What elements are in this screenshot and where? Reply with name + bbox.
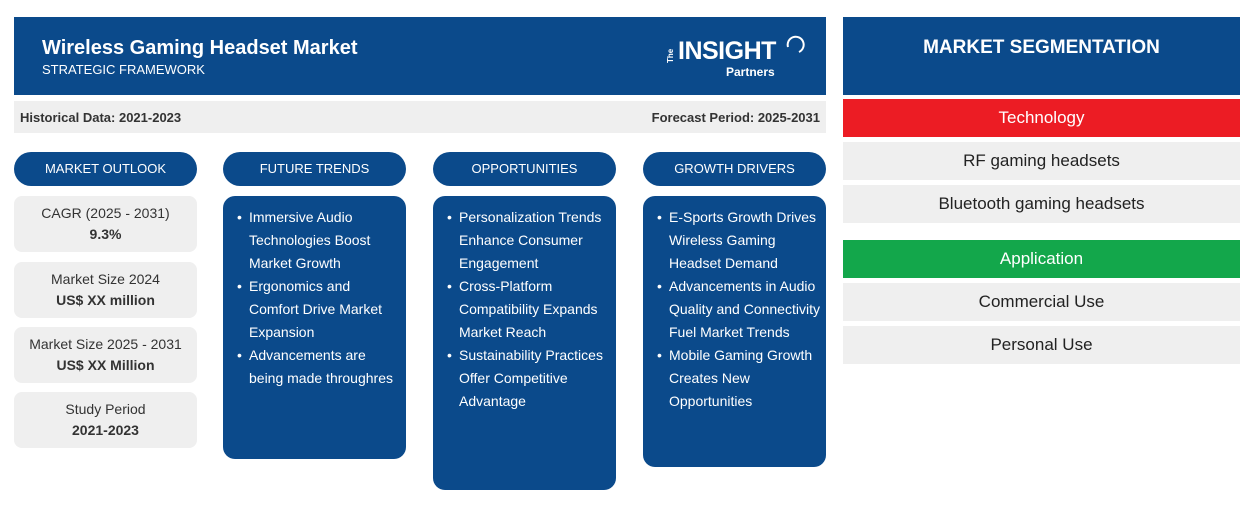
list-item: Personalization Trends Enhance Consumer … — [443, 206, 610, 275]
list-item: Cross-Platform Compatibility Expands Mar… — [443, 275, 610, 344]
stat-label: CAGR (2025 - 2031) — [41, 205, 170, 221]
logo-the-text: The — [666, 48, 675, 63]
market-segmentation-header: MARKET SEGMENTATION — [843, 17, 1240, 95]
list-item: E-Sports Growth Drives Wireless Gaming H… — [653, 206, 820, 275]
list-item: Advancements in Audio Quality and Connec… — [653, 275, 820, 344]
report-title: Wireless Gaming Headset Market — [42, 37, 358, 59]
list-item: Mobile Gaming Growth Creates New Opportu… — [653, 344, 820, 413]
list-item: Advancements are being made throughres — [233, 344, 400, 390]
segment-item-commercial-use: Commercial Use — [843, 283, 1240, 321]
logo-swoosh-icon — [786, 35, 805, 53]
market-size-forecast-stat: Market Size 2025 - 2031 US$ XX Million — [14, 327, 197, 383]
report-subtitle: STRATEGIC FRAMEWORK — [42, 62, 205, 77]
segment-category-application: Application — [843, 240, 1240, 278]
stat-label: Market Size 2025 - 2031 — [29, 336, 182, 352]
stat-value: 9.3% — [89, 226, 122, 242]
logo-partners-text: Partners — [726, 65, 775, 79]
list-item: Ergonomics and Comfort Drive Market Expa… — [233, 275, 400, 344]
logo-insight-text: INSIGHT — [678, 37, 776, 65]
growth-drivers-header: GROWTH DRIVERS — [643, 152, 826, 186]
stat-label: Study Period — [65, 401, 146, 417]
stat-value: US$ XX Million — [56, 357, 155, 373]
report-header: Wireless Gaming Headset Market STRATEGIC… — [14, 17, 826, 95]
study-period-stat: Study Period 2021-2023 — [14, 392, 197, 448]
stat-value: US$ XX million — [56, 292, 155, 308]
list-item: Sustainability Practices Offer Competiti… — [443, 344, 610, 413]
future-trends-header: FUTURE TRENDS — [223, 152, 406, 186]
opportunities-header: OPPORTUNITIES — [433, 152, 616, 186]
stat-label: Market Size 2024 — [51, 271, 160, 287]
segment-item-bluetooth-headsets: Bluetooth gaming headsets — [843, 185, 1240, 223]
opportunities-card: Personalization Trends Enhance Consumer … — [433, 196, 616, 490]
growth-drivers-card: E-Sports Growth Drives Wireless Gaming H… — [643, 196, 826, 467]
forecast-period-label: Forecast Period: 2025-2031 — [651, 110, 820, 125]
future-trends-card: Immersive Audio Technologies Boost Marke… — [223, 196, 406, 459]
cagr-stat: CAGR (2025 - 2031) 9.3% — [14, 196, 197, 252]
historical-data-label: Historical Data: 2021-2023 — [20, 110, 182, 125]
period-bar: Historical Data: 2021-2023 Forecast Peri… — [14, 101, 826, 133]
market-outlook-header: MARKET OUTLOOK — [14, 152, 197, 186]
segment-category-technology: Technology — [843, 99, 1240, 137]
segment-item-personal-use: Personal Use — [843, 326, 1240, 364]
list-item: Immersive Audio Technologies Boost Marke… — [233, 206, 400, 275]
insight-partners-logo: The INSIGHT Partners — [666, 33, 806, 81]
market-size-2024-stat: Market Size 2024 US$ XX million — [14, 262, 197, 318]
stat-value: 2021-2023 — [72, 422, 139, 438]
segment-item-rf-headsets: RF gaming headsets — [843, 142, 1240, 180]
